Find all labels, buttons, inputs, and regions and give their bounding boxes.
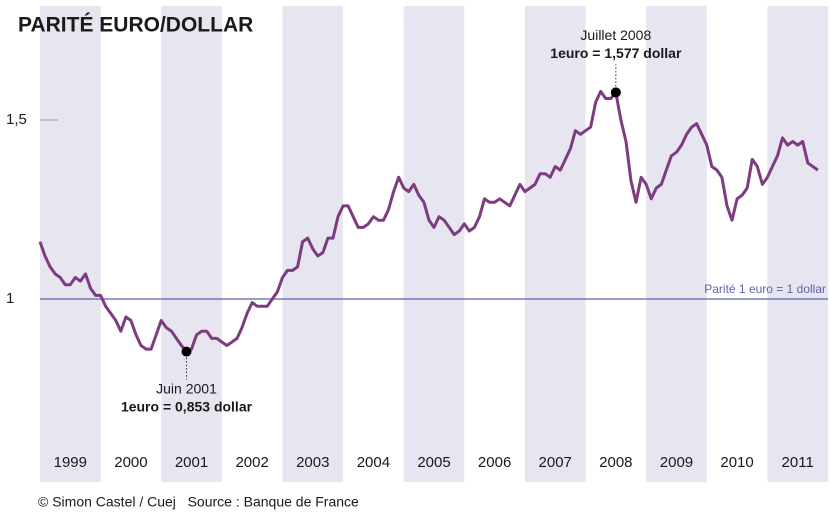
y-tick-label: 1 bbox=[6, 290, 14, 307]
x-tick-label: 1999 bbox=[54, 454, 87, 471]
year-band bbox=[403, 6, 465, 482]
year-band bbox=[524, 6, 586, 482]
year-band bbox=[767, 6, 828, 482]
credit: © Simon Castel / Cuej Source : Banque de… bbox=[38, 494, 359, 510]
x-tick-label: 2008 bbox=[599, 454, 632, 471]
annotation-marker bbox=[181, 346, 192, 357]
x-tick-label: 2011 bbox=[782, 454, 814, 471]
x-tick-label: 2000 bbox=[114, 454, 147, 471]
annotation-value: 1euro = 1,577 dollar bbox=[550, 45, 682, 61]
annotation-title: Juillet 2008 bbox=[580, 27, 651, 43]
x-tick-label: 2005 bbox=[417, 454, 450, 471]
y-tick-label: 1,5 bbox=[6, 111, 27, 128]
x-tick-label: 2009 bbox=[660, 454, 693, 471]
year-band bbox=[646, 6, 707, 482]
series-line bbox=[38, 89, 819, 354]
x-tick-label: 2003 bbox=[296, 454, 329, 471]
x-tick-label: 2006 bbox=[478, 454, 511, 471]
annotation-marker bbox=[610, 87, 621, 98]
year-band bbox=[161, 6, 222, 482]
reference-label: Parité 1 euro = 1 dollar bbox=[704, 282, 826, 296]
chart-title: PARITÉ EURO/DOLLAR bbox=[18, 14, 253, 37]
annotation-value: 1euro = 0,853 dollar bbox=[121, 398, 253, 414]
x-tick-label: 2007 bbox=[539, 454, 572, 471]
annotation-title: Juin 2001 bbox=[156, 380, 217, 396]
x-tick-label: 2001 bbox=[175, 454, 208, 471]
x-tick-label: 2010 bbox=[720, 454, 753, 471]
x-tick-label: 2004 bbox=[357, 454, 390, 471]
year-band bbox=[40, 6, 101, 482]
x-tick-label: 2002 bbox=[235, 454, 268, 471]
year-band bbox=[282, 6, 344, 482]
